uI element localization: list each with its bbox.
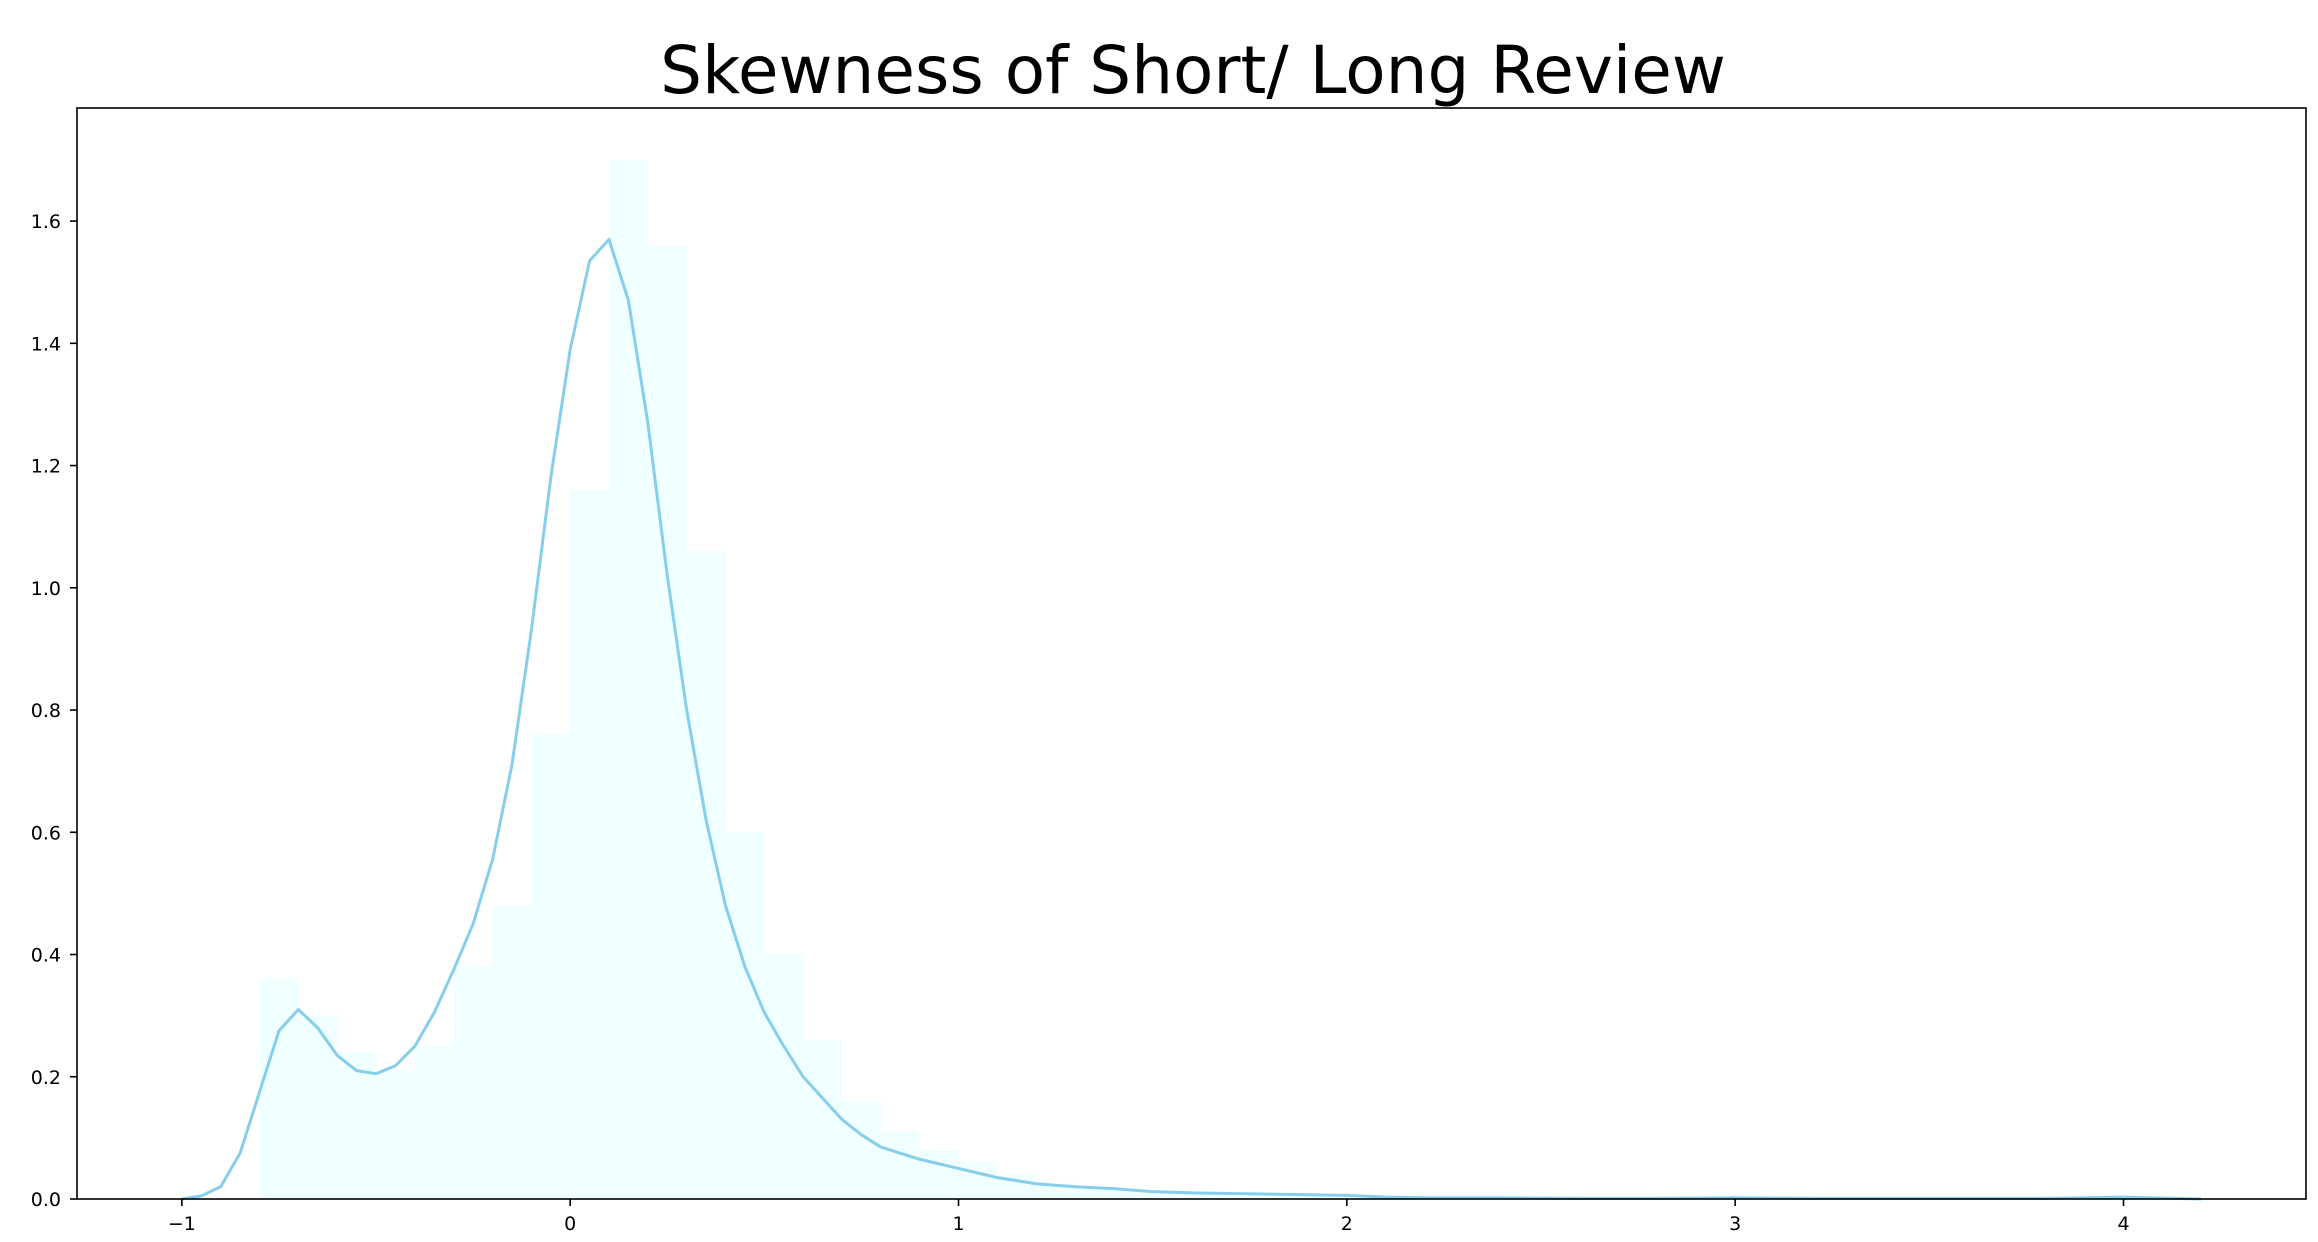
histogram-bar xyxy=(609,159,648,1199)
histogram-bar xyxy=(803,1040,843,1199)
y-tick-label: 1.4 xyxy=(31,333,61,355)
y-tick-label: 1.2 xyxy=(31,456,61,478)
y-tick-label: 0.0 xyxy=(31,1189,61,1211)
histogram-bar xyxy=(1113,1189,1153,1199)
x-tick-label: 1 xyxy=(952,1213,964,1235)
y-tick-label: 0.8 xyxy=(31,700,61,722)
histogram-bar xyxy=(1191,1192,1270,1199)
histogram-bar xyxy=(492,905,532,1199)
histogram-bar xyxy=(531,734,571,1199)
x-tick-label: 3 xyxy=(1729,1213,1741,1235)
histogram-bar xyxy=(842,1101,881,1199)
histogram-bar xyxy=(453,966,493,1199)
histogram-bar xyxy=(570,490,610,1199)
x-tick-label: −1 xyxy=(168,1213,196,1235)
y-axis-ticks: 0.0 0.2 0.4 0.6 0.8 1.0 1.2 1.4 1.6 xyxy=(31,211,77,1211)
chart-title: Skewness of Short/ Long Review xyxy=(660,32,1726,109)
plot-area-frame xyxy=(76,107,2307,1200)
kde-layer xyxy=(181,237,2202,1201)
y-tick-label: 1.0 xyxy=(31,578,61,600)
histogram-bar xyxy=(880,1131,920,1199)
x-tick-label: 4 xyxy=(2117,1213,2129,1235)
histogram-bar xyxy=(259,978,299,1199)
x-tick-label: 2 xyxy=(1341,1213,1353,1235)
histogram-bar xyxy=(919,1150,959,1199)
histogram-layer xyxy=(259,159,1425,1200)
histogram-bar xyxy=(1075,1186,1114,1199)
histogram-bar xyxy=(647,245,687,1200)
histogram-bar xyxy=(376,1070,415,1199)
histogram-bar xyxy=(1152,1191,1192,1199)
y-tick-label: 0.6 xyxy=(31,822,61,844)
histogram-bar xyxy=(725,832,765,1199)
y-tick-label: 1.6 xyxy=(31,211,61,233)
histogram-bar xyxy=(1269,1194,1347,1199)
histogram-bar xyxy=(337,1052,377,1199)
histogram-bar xyxy=(1036,1183,1076,1199)
histogram-bar xyxy=(958,1162,998,1199)
histogram-bar xyxy=(298,1015,338,1199)
histogram-bar xyxy=(414,1046,454,1199)
histogram-bar xyxy=(764,954,804,1199)
kde-line xyxy=(181,237,2202,1201)
y-tick-label: 0.2 xyxy=(31,1067,61,1089)
x-axis-ticks: −1 0 1 2 3 4 xyxy=(168,1199,2130,1235)
y-tick-label: 0.4 xyxy=(31,945,61,967)
x-tick-label: 0 xyxy=(564,1213,576,1235)
